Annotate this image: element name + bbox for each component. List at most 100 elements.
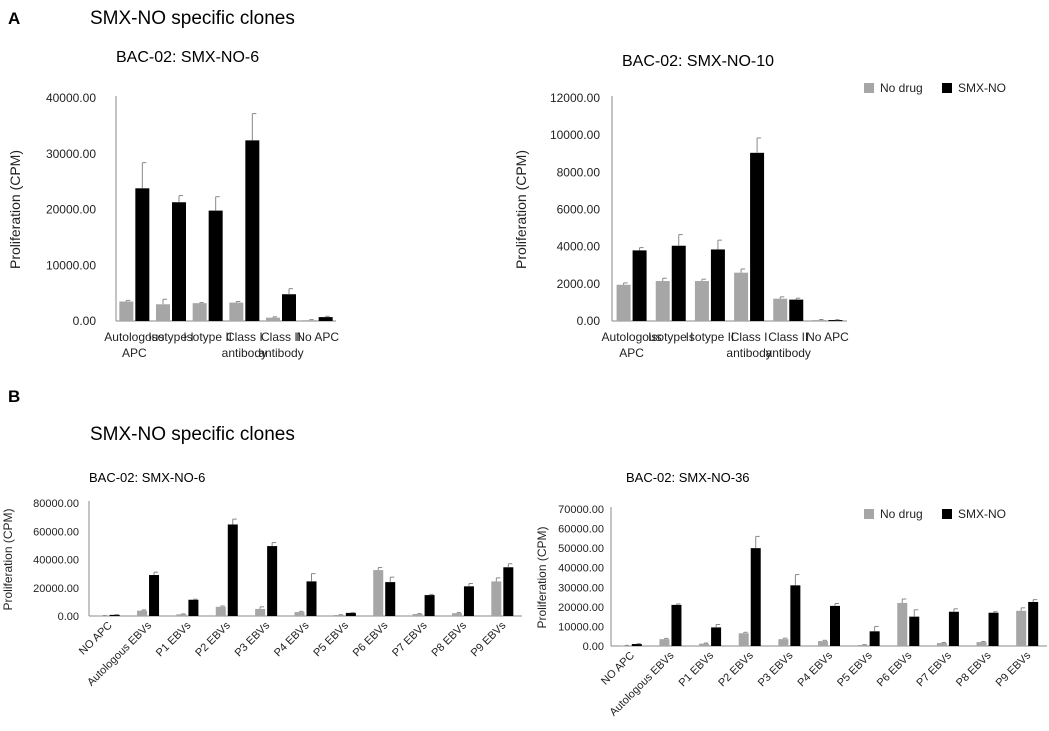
y-tick-label: 0.00 xyxy=(73,314,97,328)
x-tick-label: P1 EBVs xyxy=(154,619,194,659)
bar-smx-no xyxy=(750,152,765,321)
bar-no-drug xyxy=(294,612,305,616)
bar-no-drug xyxy=(936,643,947,646)
bar-smx-no xyxy=(750,548,761,646)
y-tick-label: 70000.00 xyxy=(558,504,604,516)
chart-3: BAC-02: SMX-NO-6 Proliferation (CPM) 0.00 2… xyxy=(1,470,522,689)
legend-label: No drug xyxy=(880,81,923,95)
bar-no-drug xyxy=(734,272,749,321)
bar-smx-no xyxy=(135,188,150,321)
x-tick-label: P6 EBVs xyxy=(351,619,391,659)
chart-title: BAC-02: SMX-NO-36 xyxy=(626,470,750,485)
bar-smx-no xyxy=(631,644,642,646)
y-tick-label: 2000.00 xyxy=(557,277,601,291)
chart-title: BAC-02: SMX-NO-6 xyxy=(89,470,205,485)
bar-no-drug xyxy=(176,614,187,616)
bar-no-drug xyxy=(773,298,788,321)
bar-smx-no xyxy=(909,616,920,646)
x-tick-label: P8 EBVs xyxy=(429,619,469,659)
bar-no-drug xyxy=(976,642,987,646)
bar-no-drug xyxy=(451,613,462,616)
bar-no-drug xyxy=(812,320,827,321)
y-tick-label: 20000.00 xyxy=(46,203,96,217)
x-tick-label: P7 EBVs xyxy=(914,649,954,689)
bar-smx-no xyxy=(790,585,801,646)
bar-smx-no xyxy=(208,210,223,321)
x-tick-label: P4 EBVs xyxy=(272,619,312,659)
x-tick-label: P2 EBVs xyxy=(193,619,233,659)
x-tick-label: NO APC xyxy=(599,650,637,688)
x-tick-label: antibody xyxy=(766,346,811,360)
x-tick-label: P5 EBVs xyxy=(835,649,875,689)
bar-smx-no xyxy=(227,524,238,616)
y-tick-label: 0.00 xyxy=(577,314,601,328)
x-tick-label: APC xyxy=(619,346,644,360)
y-tick-label: 10000.00 xyxy=(550,128,600,142)
bar-smx-no xyxy=(306,581,317,616)
bar-no-drug xyxy=(659,639,670,646)
y-axis-label: Proliferation (CPM) xyxy=(7,150,23,269)
bar-smx-no xyxy=(632,250,647,321)
bar-no-drug xyxy=(897,602,908,646)
bar-smx-no xyxy=(149,575,160,616)
y-tick-label: 40000.00 xyxy=(33,555,79,567)
y-tick-label: 80000.00 xyxy=(33,498,79,510)
x-tick-label: P9 EBVs xyxy=(994,649,1034,689)
bar-no-drug xyxy=(333,615,344,616)
x-tick-label: Class I xyxy=(226,330,263,344)
x-tick-label: Class II xyxy=(261,330,301,344)
section-title-b: SMX-NO specific clones xyxy=(90,424,295,445)
x-tick-label: Class II xyxy=(768,330,808,344)
x-tick-label: P8 EBVs xyxy=(954,649,994,689)
bar-smx-no xyxy=(671,604,682,646)
y-tick-label: 10000.00 xyxy=(558,621,604,633)
chart-4: BAC-02: SMX-NO-36 Proliferation (CPM) 0.00… xyxy=(535,470,1047,719)
x-tick-label: P6 EBVs xyxy=(875,649,915,689)
x-tick-label: Autologous xyxy=(104,330,164,344)
bar-no-drug xyxy=(302,320,317,321)
bar-no-drug xyxy=(778,639,789,646)
bar-smx-no xyxy=(267,546,278,616)
bar-no-drug xyxy=(373,570,384,616)
bar-smx-no xyxy=(988,612,999,646)
bar-smx-no xyxy=(710,249,725,321)
x-tick-label: Autologous xyxy=(602,330,662,344)
x-tick-label: No APC xyxy=(296,330,339,344)
x-tick-label: P5 EBVs xyxy=(311,619,351,659)
bar-smx-no xyxy=(463,586,474,616)
y-tick-label: 20000.00 xyxy=(558,602,604,614)
y-tick-label: 0.00 xyxy=(58,611,79,623)
bar-smx-no xyxy=(671,245,686,321)
y-tick-label: 30000.00 xyxy=(46,147,96,161)
panel-letter-b: B xyxy=(8,387,20,406)
bar-smx-no xyxy=(869,631,880,646)
x-tick-label: Isotype II xyxy=(183,330,232,344)
y-tick-label: 12000.00 xyxy=(550,91,600,105)
x-tick-label: antibody xyxy=(726,346,771,360)
chart-2: BAC-02: SMX-NO-10 Proliferation (CPM) 0.00… xyxy=(513,53,1006,360)
bar-no-drug xyxy=(412,614,423,616)
legend-swatch xyxy=(942,83,952,93)
bar-smx-no xyxy=(424,595,435,616)
y-tick-label: 0.00 xyxy=(583,641,604,653)
bar-smx-no xyxy=(711,627,722,646)
x-tick-label: P9 EBVs xyxy=(469,619,509,659)
bar-smx-no xyxy=(385,582,396,616)
bar-no-drug xyxy=(119,301,134,321)
bar-smx-no xyxy=(948,611,959,646)
bar-smx-no xyxy=(282,294,296,321)
chart-1: BAC-02: SMX-NO-6 Proliferation (CPM) 0.00 1… xyxy=(7,49,339,360)
panel-letter-a: A xyxy=(8,9,20,28)
x-tick-label: P7 EBVs xyxy=(390,619,430,659)
bar-smx-no xyxy=(172,202,186,321)
bar-smx-no xyxy=(1028,601,1039,646)
x-tick-label: Isotype II xyxy=(686,330,735,344)
y-tick-label: 60000.00 xyxy=(558,524,604,536)
y-tick-label: 6000.00 xyxy=(557,203,601,217)
section-title-a: SMX-NO specific clones xyxy=(90,8,295,29)
y-axis-label: Proliferation (CPM) xyxy=(513,150,529,269)
bar-smx-no xyxy=(828,320,843,321)
legend-swatch xyxy=(864,509,874,519)
bar-smx-no xyxy=(789,299,804,321)
